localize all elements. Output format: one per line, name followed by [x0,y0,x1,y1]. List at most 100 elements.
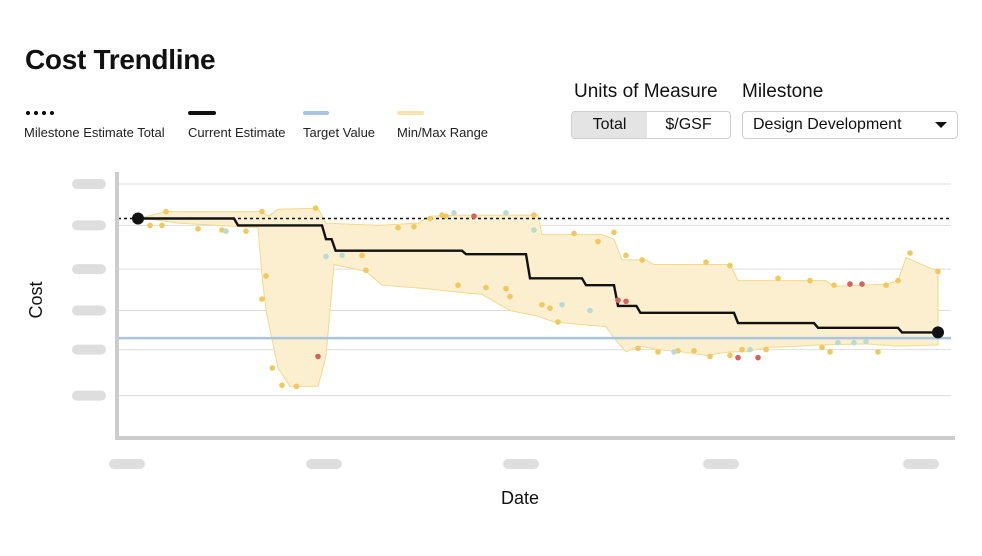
estimate-dot [639,257,645,263]
estimate-dot [323,253,329,260]
page-title: Cost Trendline [25,44,216,75]
estimate-dot [847,281,853,287]
estimate-dot [147,222,153,229]
estimate-dot [587,307,593,314]
estimate-dot [727,262,733,269]
estimate-dot [539,301,545,308]
estimate-dot [312,205,319,211]
estimate-dot [411,223,417,230]
x-tick-label [306,459,342,469]
estimate-dot [739,346,745,353]
estimate-dot [623,252,629,259]
estimate-dot [623,298,629,305]
estimate-dot [471,213,477,219]
estimate-dot [735,354,741,361]
y-tick-label [72,305,106,316]
estimate-dot [851,339,857,346]
estimate-dot [707,353,713,360]
legend-label: Milestone Estimate Total [24,125,165,140]
estimate-dot [859,281,865,287]
estimate-dot [531,212,537,218]
x-tick-label [903,459,939,469]
estimate-dot [595,238,601,245]
estimate-dot [559,301,565,308]
estimate-dot [703,259,709,266]
legend-swatch-current [188,111,216,115]
estimate-dot [615,297,621,303]
estimate-dot [503,285,509,292]
estimate-dot [395,224,401,231]
estimate-dot [671,349,677,355]
legend-swatch-dotted [24,111,54,115]
estimate-dot [747,346,753,353]
tick-labels [72,179,939,469]
x-tick-label [503,459,539,469]
x-tick-label [703,459,739,469]
estimate-dot [315,353,321,360]
units-toggle: Total $/GSF [571,111,731,139]
legend-label: Target Value [303,125,376,140]
estimate-dot [293,383,300,390]
estimate-dot [611,229,617,236]
estimate-dot [363,267,369,274]
current-estimate-line [132,212,944,339]
estimate-dot [263,273,269,279]
estimate-dot [655,349,661,355]
estimate-dot [547,305,553,312]
units-of-measure-label: Units of Measure [574,81,718,102]
estimate-dot [895,277,901,284]
legend-swatch-range [397,111,424,115]
estimate-dot [571,230,577,237]
estimate-dot [775,275,781,282]
estimate-dot [451,209,457,216]
estimate-dot [339,252,345,259]
estimate-dot [455,282,461,289]
estimate-dot [883,282,889,289]
estimate-dot [269,365,276,371]
estimate-dot [875,349,881,355]
chevron-down-icon[interactable] [935,122,947,128]
y-tick-label [72,344,106,355]
estimate-dot [807,277,813,284]
estimate-dot [827,349,833,355]
estimate-dot [243,228,249,234]
y-axis-label: Cost [26,281,46,318]
estimate-dot [427,215,433,222]
legend-swatch-target [303,111,329,115]
range-band [137,207,939,387]
estimate-dot [531,227,537,233]
estimate-dot [359,252,365,259]
estimate-dot [279,382,285,389]
estimate-dot [691,347,697,354]
units-option-total[interactable]: Total [572,112,647,138]
estimate-dot [835,339,841,346]
units-option-gsf[interactable]: $/GSF [665,116,712,133]
estimate-dot [507,293,513,300]
y-tick-label [72,264,106,275]
estimate-dot [555,319,561,325]
current-estimate-start-point [132,212,144,225]
milestone-select-value: Design Development [753,116,902,133]
estimate-dot [259,296,265,302]
min-max-range [137,207,939,387]
estimate-dot [483,284,489,291]
estimate-dot [443,213,449,219]
estimate-dot [163,208,169,215]
legend-label: Min/Max Range [397,125,489,140]
estimate-dot [503,209,509,216]
estimate-dots [147,205,941,390]
estimate-dot [223,228,229,234]
x-tick-label [109,459,145,469]
y-tick-label [72,220,106,231]
x-axis-label: Date [501,488,539,508]
estimate-dot [727,352,733,359]
current-estimate-end-point [932,326,944,339]
current-estimate-path [138,217,938,334]
milestone-select[interactable]: Design Development [742,111,958,139]
estimate-dot [755,354,761,361]
estimate-dot [831,282,837,289]
estimate-dot [935,268,941,275]
estimate-dot [159,222,165,229]
estimate-dot [763,346,769,353]
estimate-dot [635,345,641,352]
